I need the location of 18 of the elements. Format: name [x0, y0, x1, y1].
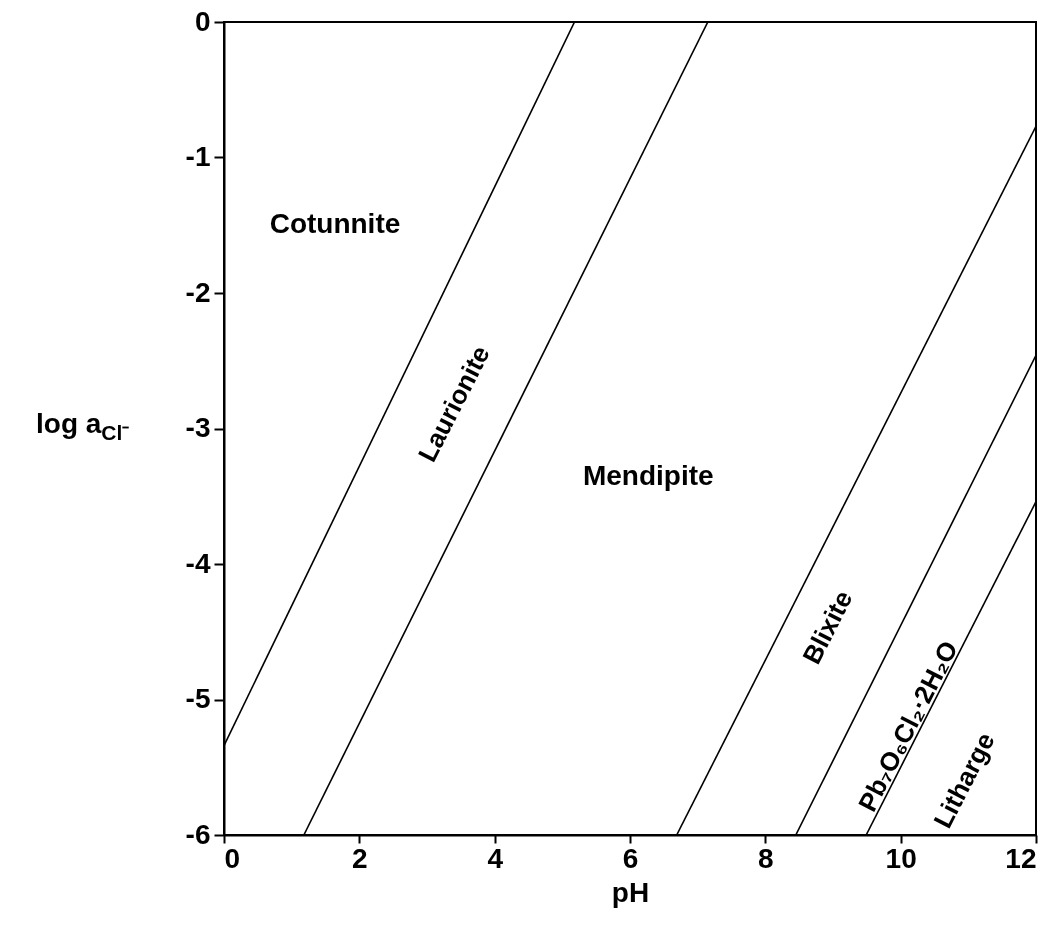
x-axis-title: pH [611, 876, 650, 908]
y-tick-label: 0 [194, 5, 211, 37]
x-tick-label: 2 [352, 842, 368, 874]
y-tick-label: -4 [185, 547, 211, 579]
y-tick-label: -2 [185, 276, 211, 308]
x-tick-label: 0 [224, 842, 241, 874]
x-tick-label: 10 [885, 842, 917, 874]
annotation: Mendipite [582, 460, 714, 492]
y-tick-label: -5 [185, 683, 211, 714]
y-tick-label: -6 [185, 818, 211, 850]
annotation: Cotunnite [269, 208, 401, 240]
y-axis-title: log a$_{Cl⁻}$ [36, 408, 130, 446]
x-tick-label: 6 [622, 842, 639, 874]
y-tick-label: -1 [185, 141, 211, 172]
x-tick-label: 4 [487, 842, 504, 874]
x-tick-label: 12 [1005, 842, 1037, 874]
y-tick-label: -3 [185, 412, 211, 443]
x-tick-label: 8 [758, 842, 774, 874]
